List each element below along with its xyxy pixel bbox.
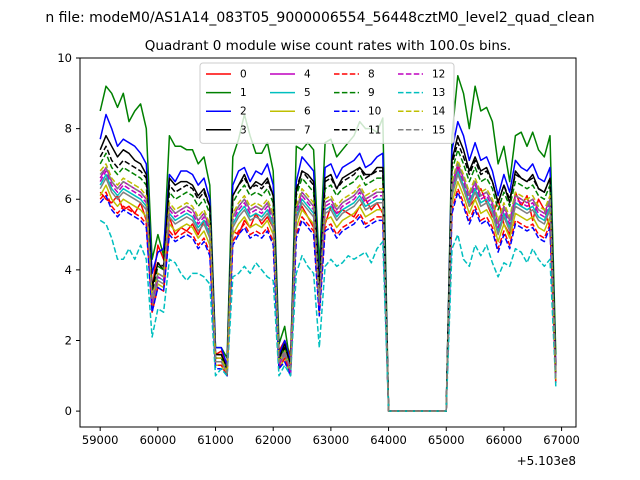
legend-label-11: 11 xyxy=(368,124,381,136)
series-line-10 xyxy=(99,191,557,412)
series-line-5 xyxy=(99,170,557,412)
series-line-6 xyxy=(99,180,557,412)
series-line-12 xyxy=(99,166,557,412)
series-line-9 xyxy=(99,149,557,412)
legend-label-6: 6 xyxy=(304,106,311,118)
legend-label-13: 13 xyxy=(432,87,445,99)
y-tick-label: 4 xyxy=(65,263,72,277)
x-tick-label: 60000 xyxy=(140,433,177,447)
series-line-7 xyxy=(99,173,557,412)
series-line-14 xyxy=(99,159,557,412)
series-line-2 xyxy=(99,113,557,412)
legend-label-12: 12 xyxy=(432,69,445,81)
y-tick-label: 10 xyxy=(57,51,72,65)
y-tick-label: 0 xyxy=(65,404,72,418)
legend-label-1: 1 xyxy=(240,87,247,99)
chart-title: Quadrant 0 module wise count rates with … xyxy=(145,38,511,54)
legend-label-7: 7 xyxy=(304,124,311,136)
series-line-8 xyxy=(99,187,557,412)
legend-label-15: 15 xyxy=(432,124,445,136)
legend-label-9: 9 xyxy=(368,87,375,99)
legend-label-2: 2 xyxy=(240,106,247,118)
x-tick-label: 64000 xyxy=(370,433,407,447)
y-tick-label: 8 xyxy=(65,122,72,136)
x-tick-label: 61000 xyxy=(197,433,234,447)
legend-label-5: 5 xyxy=(304,87,311,99)
legend-frame xyxy=(199,62,455,144)
plot-area xyxy=(99,74,557,412)
y-tick-label: 6 xyxy=(65,192,72,206)
x-tick-label: 65000 xyxy=(428,433,465,447)
x-tick-label: 63000 xyxy=(313,433,350,447)
y-tick-label: 2 xyxy=(65,333,72,347)
x-offset-label: +5.103e8 xyxy=(517,454,576,468)
legend-label-3: 3 xyxy=(240,124,247,136)
series-line-3 xyxy=(99,134,557,412)
legend-label-14: 14 xyxy=(432,106,446,118)
legend-label-0: 0 xyxy=(240,69,247,81)
legend-label-4: 4 xyxy=(304,69,311,81)
series-line-11 xyxy=(99,141,557,412)
x-tick-label: 66000 xyxy=(486,433,523,447)
axes-frame xyxy=(79,57,577,428)
figure-suptitle: n file: modeM0/AS1A14_083T05_9000006554_… xyxy=(45,10,594,26)
legend-label-8: 8 xyxy=(368,69,375,81)
series-line-15 xyxy=(99,163,557,412)
x-tick-label: 59000 xyxy=(82,433,119,447)
legend-label-10: 10 xyxy=(368,106,381,118)
x-tick-label: 62000 xyxy=(255,433,292,447)
axes: 59000 60000 61000 62000 63000 64000 65000 66000… xyxy=(57,51,580,447)
series-line-13 xyxy=(99,219,557,412)
x-tick-label: 67000 xyxy=(543,433,580,447)
